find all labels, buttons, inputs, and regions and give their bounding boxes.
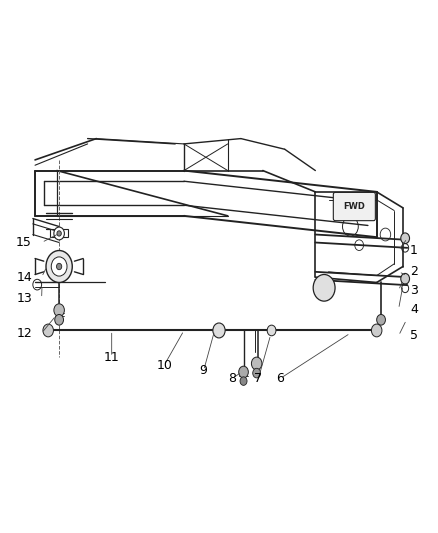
Text: 9: 9 <box>200 364 208 377</box>
Text: 7: 7 <box>254 372 262 385</box>
FancyBboxPatch shape <box>333 192 375 221</box>
Circle shape <box>46 251 72 282</box>
Circle shape <box>401 233 410 244</box>
Text: 11: 11 <box>104 351 120 364</box>
Text: 13: 13 <box>16 292 32 305</box>
Circle shape <box>54 304 64 317</box>
Circle shape <box>253 368 261 378</box>
Circle shape <box>43 324 53 337</box>
Text: 8: 8 <box>228 372 236 385</box>
Text: 10: 10 <box>156 359 172 372</box>
Circle shape <box>401 273 410 284</box>
Text: 14: 14 <box>16 271 32 284</box>
Circle shape <box>57 231 61 236</box>
Text: 12: 12 <box>16 327 32 340</box>
Text: 4: 4 <box>410 303 418 316</box>
Circle shape <box>377 314 385 325</box>
Circle shape <box>240 377 247 385</box>
Circle shape <box>55 314 64 325</box>
Text: 3: 3 <box>410 284 418 297</box>
Circle shape <box>239 366 248 378</box>
Circle shape <box>313 274 335 301</box>
Circle shape <box>54 227 64 240</box>
Text: FWD: FWD <box>343 202 365 211</box>
Circle shape <box>213 323 225 338</box>
Circle shape <box>267 325 276 336</box>
Text: 2: 2 <box>410 265 418 278</box>
Text: 15: 15 <box>16 236 32 249</box>
Circle shape <box>51 257 67 276</box>
Circle shape <box>251 357 262 370</box>
Text: 1: 1 <box>410 244 418 257</box>
Text: 6: 6 <box>276 372 284 385</box>
Circle shape <box>57 263 62 270</box>
Circle shape <box>371 324 382 337</box>
Text: 5: 5 <box>410 329 418 342</box>
